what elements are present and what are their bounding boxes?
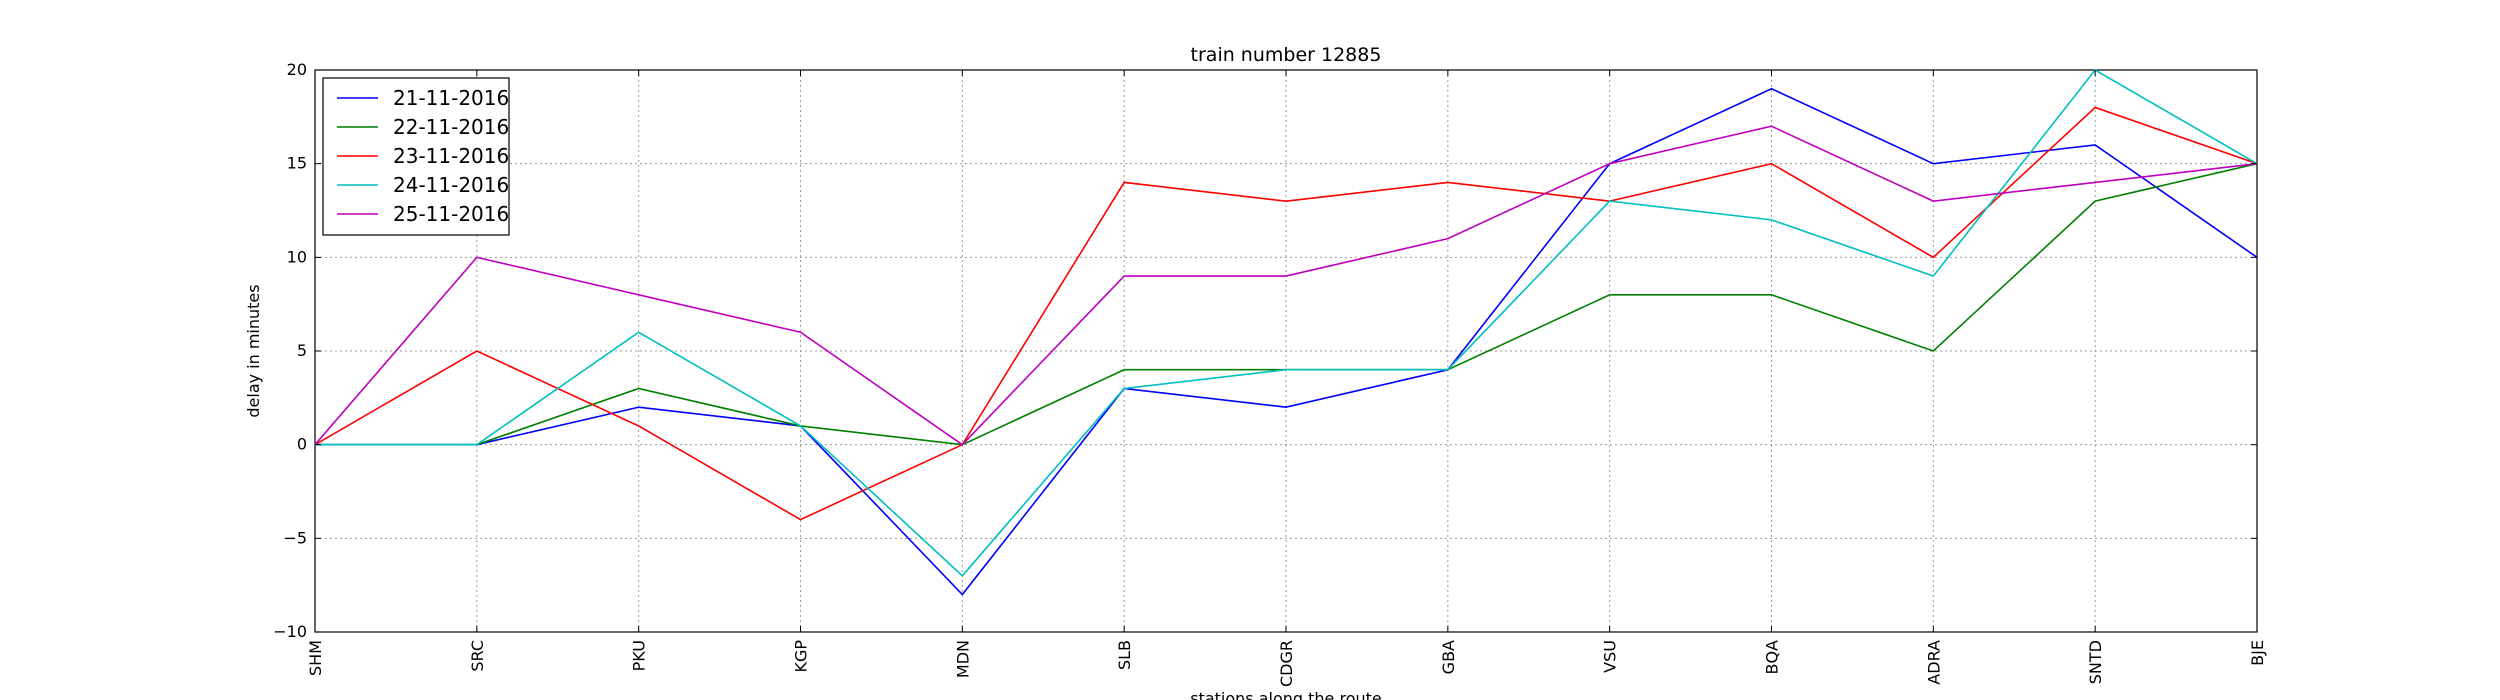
y-tick-label: 0 xyxy=(297,435,307,454)
x-tick-label: BJE xyxy=(2248,640,2267,666)
legend-label: 25-11-2016 xyxy=(393,202,509,226)
x-tick-label: BQA xyxy=(1763,640,1782,675)
legend-label: 21-11-2016 xyxy=(393,86,509,110)
y-tick-label: 20 xyxy=(287,60,307,79)
y-tick-label: 10 xyxy=(287,247,307,266)
x-tick-label: KGP xyxy=(792,640,811,673)
x-axis-label: stations along the route xyxy=(1190,689,1382,700)
y-axis-label: delay in minutes xyxy=(244,284,263,417)
x-axis-ticks: SHM SRC PKU KGP MDN SLB CDGR GBA VSU BQA ADRA SNTD B… xyxy=(306,70,2267,687)
x-tick-label: ADRA xyxy=(1924,640,1943,685)
x-tick-label: SNTD xyxy=(2086,640,2105,684)
legend-label: 23-11-2016 xyxy=(393,144,509,168)
x-tick-label: SLB xyxy=(1115,640,1134,670)
y-tick-label: −5 xyxy=(283,528,307,547)
x-tick-label: SHM xyxy=(306,640,325,676)
series-lines xyxy=(314,68,2258,596)
legend-label: 22-11-2016 xyxy=(393,115,509,139)
y-tick-label: 15 xyxy=(287,154,307,173)
legend-label: 24-11-2016 xyxy=(393,173,509,197)
x-tick-label: VSU xyxy=(1601,640,1620,673)
grid xyxy=(314,69,2258,633)
y-tick-label: −10 xyxy=(273,622,307,641)
legend: 21-11-2016 22-11-2016 23-11-2016 24-11-2016… xyxy=(322,77,510,236)
series-line-1 xyxy=(315,87,2258,596)
series-line-5 xyxy=(314,125,2258,446)
y-axis-ticks: −10 −5 0 5 10 15 20 xyxy=(273,60,2257,641)
x-tick-label: PKU xyxy=(630,640,649,671)
chart-title: train number 12885 xyxy=(1191,44,1382,66)
series-line-4 xyxy=(315,68,2258,577)
series-line-3 xyxy=(314,106,2258,521)
x-tick-label: GBA xyxy=(1439,640,1458,674)
x-tick-label: CDGR xyxy=(1277,640,1296,687)
y-tick-label: 5 xyxy=(297,341,307,360)
x-tick-label: MDN xyxy=(953,640,972,678)
x-tick-label: SRC xyxy=(468,640,487,672)
